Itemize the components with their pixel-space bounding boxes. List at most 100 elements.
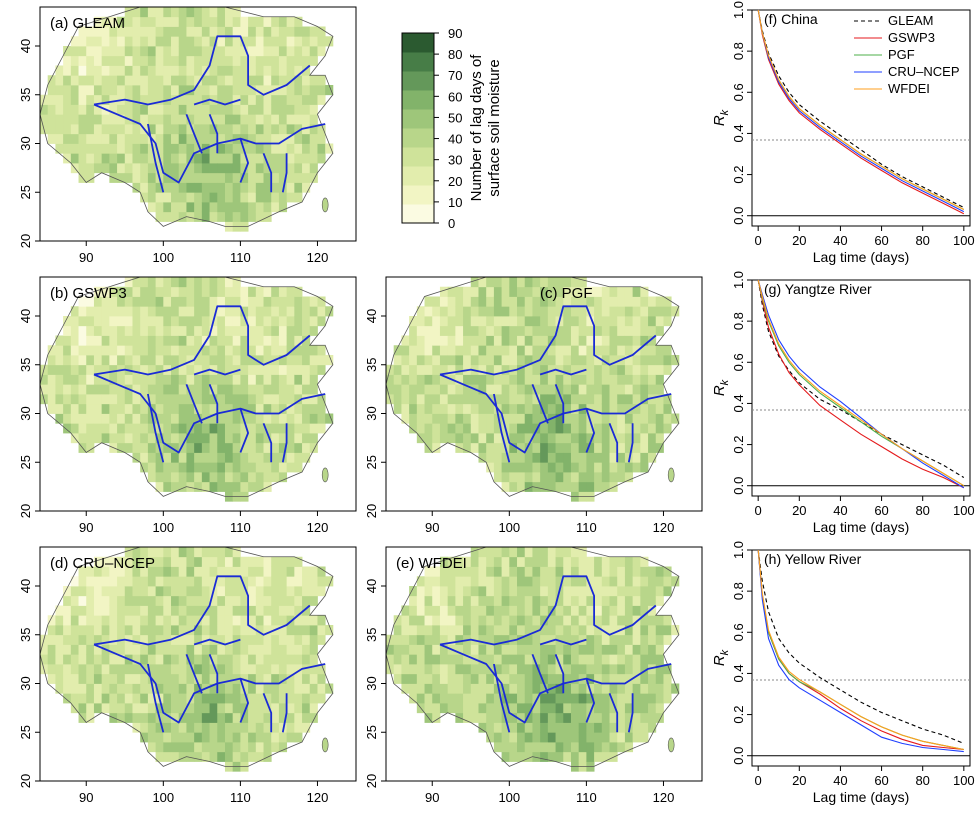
map-cell bbox=[309, 153, 318, 164]
map-cell bbox=[416, 664, 425, 675]
map-cell bbox=[294, 306, 303, 317]
map-cell bbox=[101, 615, 110, 626]
map-cell bbox=[309, 644, 318, 655]
map-cell bbox=[147, 595, 157, 606]
map-cell bbox=[271, 16, 280, 27]
map-cell bbox=[493, 462, 503, 473]
map-cell bbox=[217, 65, 226, 76]
map-cell bbox=[524, 384, 533, 395]
map-cell bbox=[648, 384, 657, 395]
map-cell bbox=[478, 595, 487, 606]
map-cell bbox=[132, 94, 141, 105]
map-cell bbox=[263, 202, 272, 213]
map-cell bbox=[248, 693, 257, 704]
map-cell bbox=[517, 615, 526, 626]
map-cell bbox=[147, 355, 157, 366]
map-cell bbox=[624, 423, 634, 434]
map-cell bbox=[578, 325, 587, 336]
map-lat-tick-label: 30 bbox=[18, 406, 33, 420]
map-cell bbox=[232, 722, 241, 733]
map-cell bbox=[224, 94, 234, 105]
map-cell bbox=[186, 595, 195, 606]
map-cell bbox=[55, 364, 64, 375]
map-cell bbox=[263, 556, 272, 567]
map-cell bbox=[194, 722, 203, 733]
map-cell bbox=[470, 703, 479, 714]
map-cell bbox=[463, 625, 472, 636]
map-cell bbox=[655, 306, 664, 317]
map-cell bbox=[194, 644, 203, 655]
y-tick-label: 0.2 bbox=[731, 436, 746, 454]
map-cell bbox=[416, 683, 425, 694]
map-cell bbox=[224, 114, 234, 125]
map-cell bbox=[540, 296, 549, 307]
map-cell bbox=[586, 712, 595, 723]
map-cell bbox=[171, 133, 180, 144]
map-cell bbox=[271, 605, 280, 616]
map-cell bbox=[540, 355, 549, 366]
map-cell bbox=[78, 75, 87, 86]
map-cell bbox=[178, 114, 187, 125]
map-cell bbox=[255, 46, 264, 57]
map-cell bbox=[70, 654, 79, 665]
map-cell bbox=[155, 94, 164, 105]
map-cell bbox=[163, 403, 172, 414]
map-cell bbox=[486, 277, 495, 288]
map-cell bbox=[147, 94, 157, 105]
map-cell bbox=[286, 615, 295, 626]
map-cell bbox=[109, 673, 118, 684]
colorbar-tick-label: 30 bbox=[448, 153, 462, 168]
map-cell bbox=[609, 394, 618, 405]
map-cell bbox=[493, 306, 503, 317]
map-cell bbox=[447, 615, 456, 626]
river-line bbox=[439, 305, 657, 376]
map-cell bbox=[224, 394, 234, 405]
map-cell bbox=[648, 355, 657, 366]
map-cell bbox=[294, 153, 303, 164]
map-cell bbox=[93, 605, 103, 616]
map-cell bbox=[171, 75, 180, 86]
map-lat-tick-label: 25 bbox=[18, 725, 33, 739]
map-cell bbox=[524, 615, 533, 626]
map-cell bbox=[132, 374, 141, 385]
map-cell bbox=[570, 742, 580, 753]
map-cell bbox=[209, 547, 218, 558]
map-cell bbox=[194, 547, 203, 558]
map-cell bbox=[601, 595, 610, 606]
map-cell bbox=[309, 654, 318, 665]
map-cell bbox=[540, 277, 549, 288]
map-cell bbox=[194, 163, 203, 174]
map-cell bbox=[155, 7, 164, 18]
map-cell bbox=[117, 384, 126, 395]
map-lon-tick-label: 90 bbox=[79, 520, 93, 535]
map-cell bbox=[147, 55, 157, 66]
map-cell bbox=[432, 615, 441, 626]
map-cell bbox=[570, 277, 580, 288]
map-cell bbox=[201, 163, 210, 174]
map-cell bbox=[563, 472, 572, 483]
map-cell bbox=[101, 423, 110, 434]
map-cell bbox=[309, 124, 318, 135]
map-cell bbox=[47, 104, 56, 115]
map-cell bbox=[40, 374, 49, 385]
map-cell bbox=[232, 605, 241, 616]
map-cell bbox=[163, 472, 172, 483]
map-cell bbox=[194, 325, 203, 336]
map-cell bbox=[470, 712, 479, 723]
map-cell bbox=[224, 605, 234, 616]
map-cell bbox=[171, 355, 180, 366]
map-cell bbox=[109, 433, 118, 444]
map-cell bbox=[186, 286, 195, 297]
map-cell bbox=[563, 556, 572, 567]
map-cell bbox=[109, 364, 118, 375]
map-cell bbox=[455, 345, 464, 356]
map-cell bbox=[86, 55, 95, 66]
map-cell bbox=[147, 46, 157, 57]
map-cell bbox=[563, 566, 572, 577]
map-cell bbox=[532, 306, 541, 317]
map-cell bbox=[317, 625, 326, 636]
map-cell bbox=[501, 576, 510, 587]
map-cell bbox=[240, 634, 249, 645]
map-cell bbox=[201, 211, 210, 222]
map-cell bbox=[117, 374, 126, 385]
